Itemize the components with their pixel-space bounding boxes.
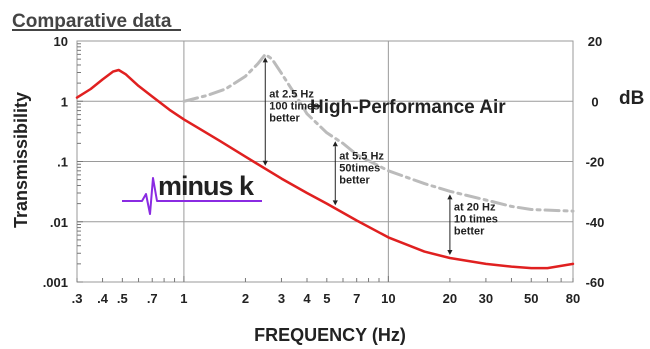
- annotation-label: better: [454, 226, 485, 238]
- annotation-label: at 2.5 Hz: [269, 89, 314, 101]
- x-tick-label: 80: [566, 291, 580, 306]
- y-tick-label: .001: [43, 275, 68, 290]
- annotation-label: better: [339, 174, 370, 186]
- annotation-label: 50times: [339, 162, 380, 174]
- y2-tick-label: -20: [586, 155, 605, 170]
- y-tick-label: 10: [54, 34, 68, 49]
- grid: [76, 40, 574, 283]
- y-tick-label: .1: [57, 155, 68, 170]
- y-axis-label: Transmissibility: [11, 92, 31, 228]
- y-tick-labels: .001 .01 .1 1 10: [43, 34, 68, 290]
- annotation-label: 100 times: [269, 101, 319, 113]
- y-tick-label: .01: [50, 215, 68, 230]
- annotation-arrows: [262, 57, 453, 256]
- arrow-head: [262, 160, 268, 166]
- x-tick-label: 4: [303, 291, 311, 306]
- y2-tick-label: -40: [586, 215, 605, 230]
- arrow-head: [262, 57, 268, 63]
- arrow-head: [447, 250, 453, 256]
- x-tick-label: .5: [117, 291, 128, 306]
- y2-axis-label: dB: [619, 88, 644, 109]
- annotation-label: at 5.5 Hz: [339, 150, 384, 162]
- x-tick-label: .3: [72, 291, 83, 306]
- series-label-high-performance-air: High-Performance Air: [310, 97, 506, 118]
- x-tick-label: 20: [443, 291, 457, 306]
- annotation-label: better: [269, 113, 300, 125]
- x-tick-label: 3: [278, 291, 285, 306]
- logo-text: minus k: [158, 171, 255, 201]
- x-tick-label: .7: [147, 291, 158, 306]
- chart-title: Comparative data: [12, 11, 172, 32]
- minus-k-logo: minus k: [122, 171, 262, 215]
- annotation-label: 10 times: [454, 214, 498, 226]
- series-line-high-performance-air: [182, 52, 575, 213]
- x-tick-label: 7: [353, 291, 360, 306]
- arrow-head: [447, 194, 453, 200]
- x-tick-label: 2: [242, 291, 249, 306]
- arrow-head: [332, 200, 338, 206]
- y2-tick-label: -60: [586, 275, 605, 290]
- x-tick-label: .4: [97, 291, 109, 306]
- arrow-head: [332, 141, 338, 147]
- x-axis-label: FREQUENCY (Hz): [254, 325, 406, 345]
- y2-tick-label: 0: [591, 94, 598, 109]
- x-tick-label: 50: [524, 291, 538, 306]
- logo-pulse-icon: [122, 177, 162, 215]
- x-tick-label: 10: [381, 291, 395, 306]
- x-tick-label: 30: [479, 291, 493, 306]
- series-line-minus-k: [75, 68, 575, 270]
- curves: [75, 52, 575, 270]
- y2-tick-label: 20: [588, 34, 602, 49]
- x-tick-label: 1: [180, 291, 187, 306]
- annotation-label: at 20 Hz: [454, 202, 496, 214]
- x-tick-label: 5: [323, 291, 330, 306]
- x-tick-labels: .3 .4 .5 .7 1 2 3 4 5 7 10 20 30 50 80: [72, 291, 581, 306]
- y2-tick-labels: -60 -40 -20 0 20: [586, 34, 605, 290]
- y-tick-label: 1: [61, 94, 68, 109]
